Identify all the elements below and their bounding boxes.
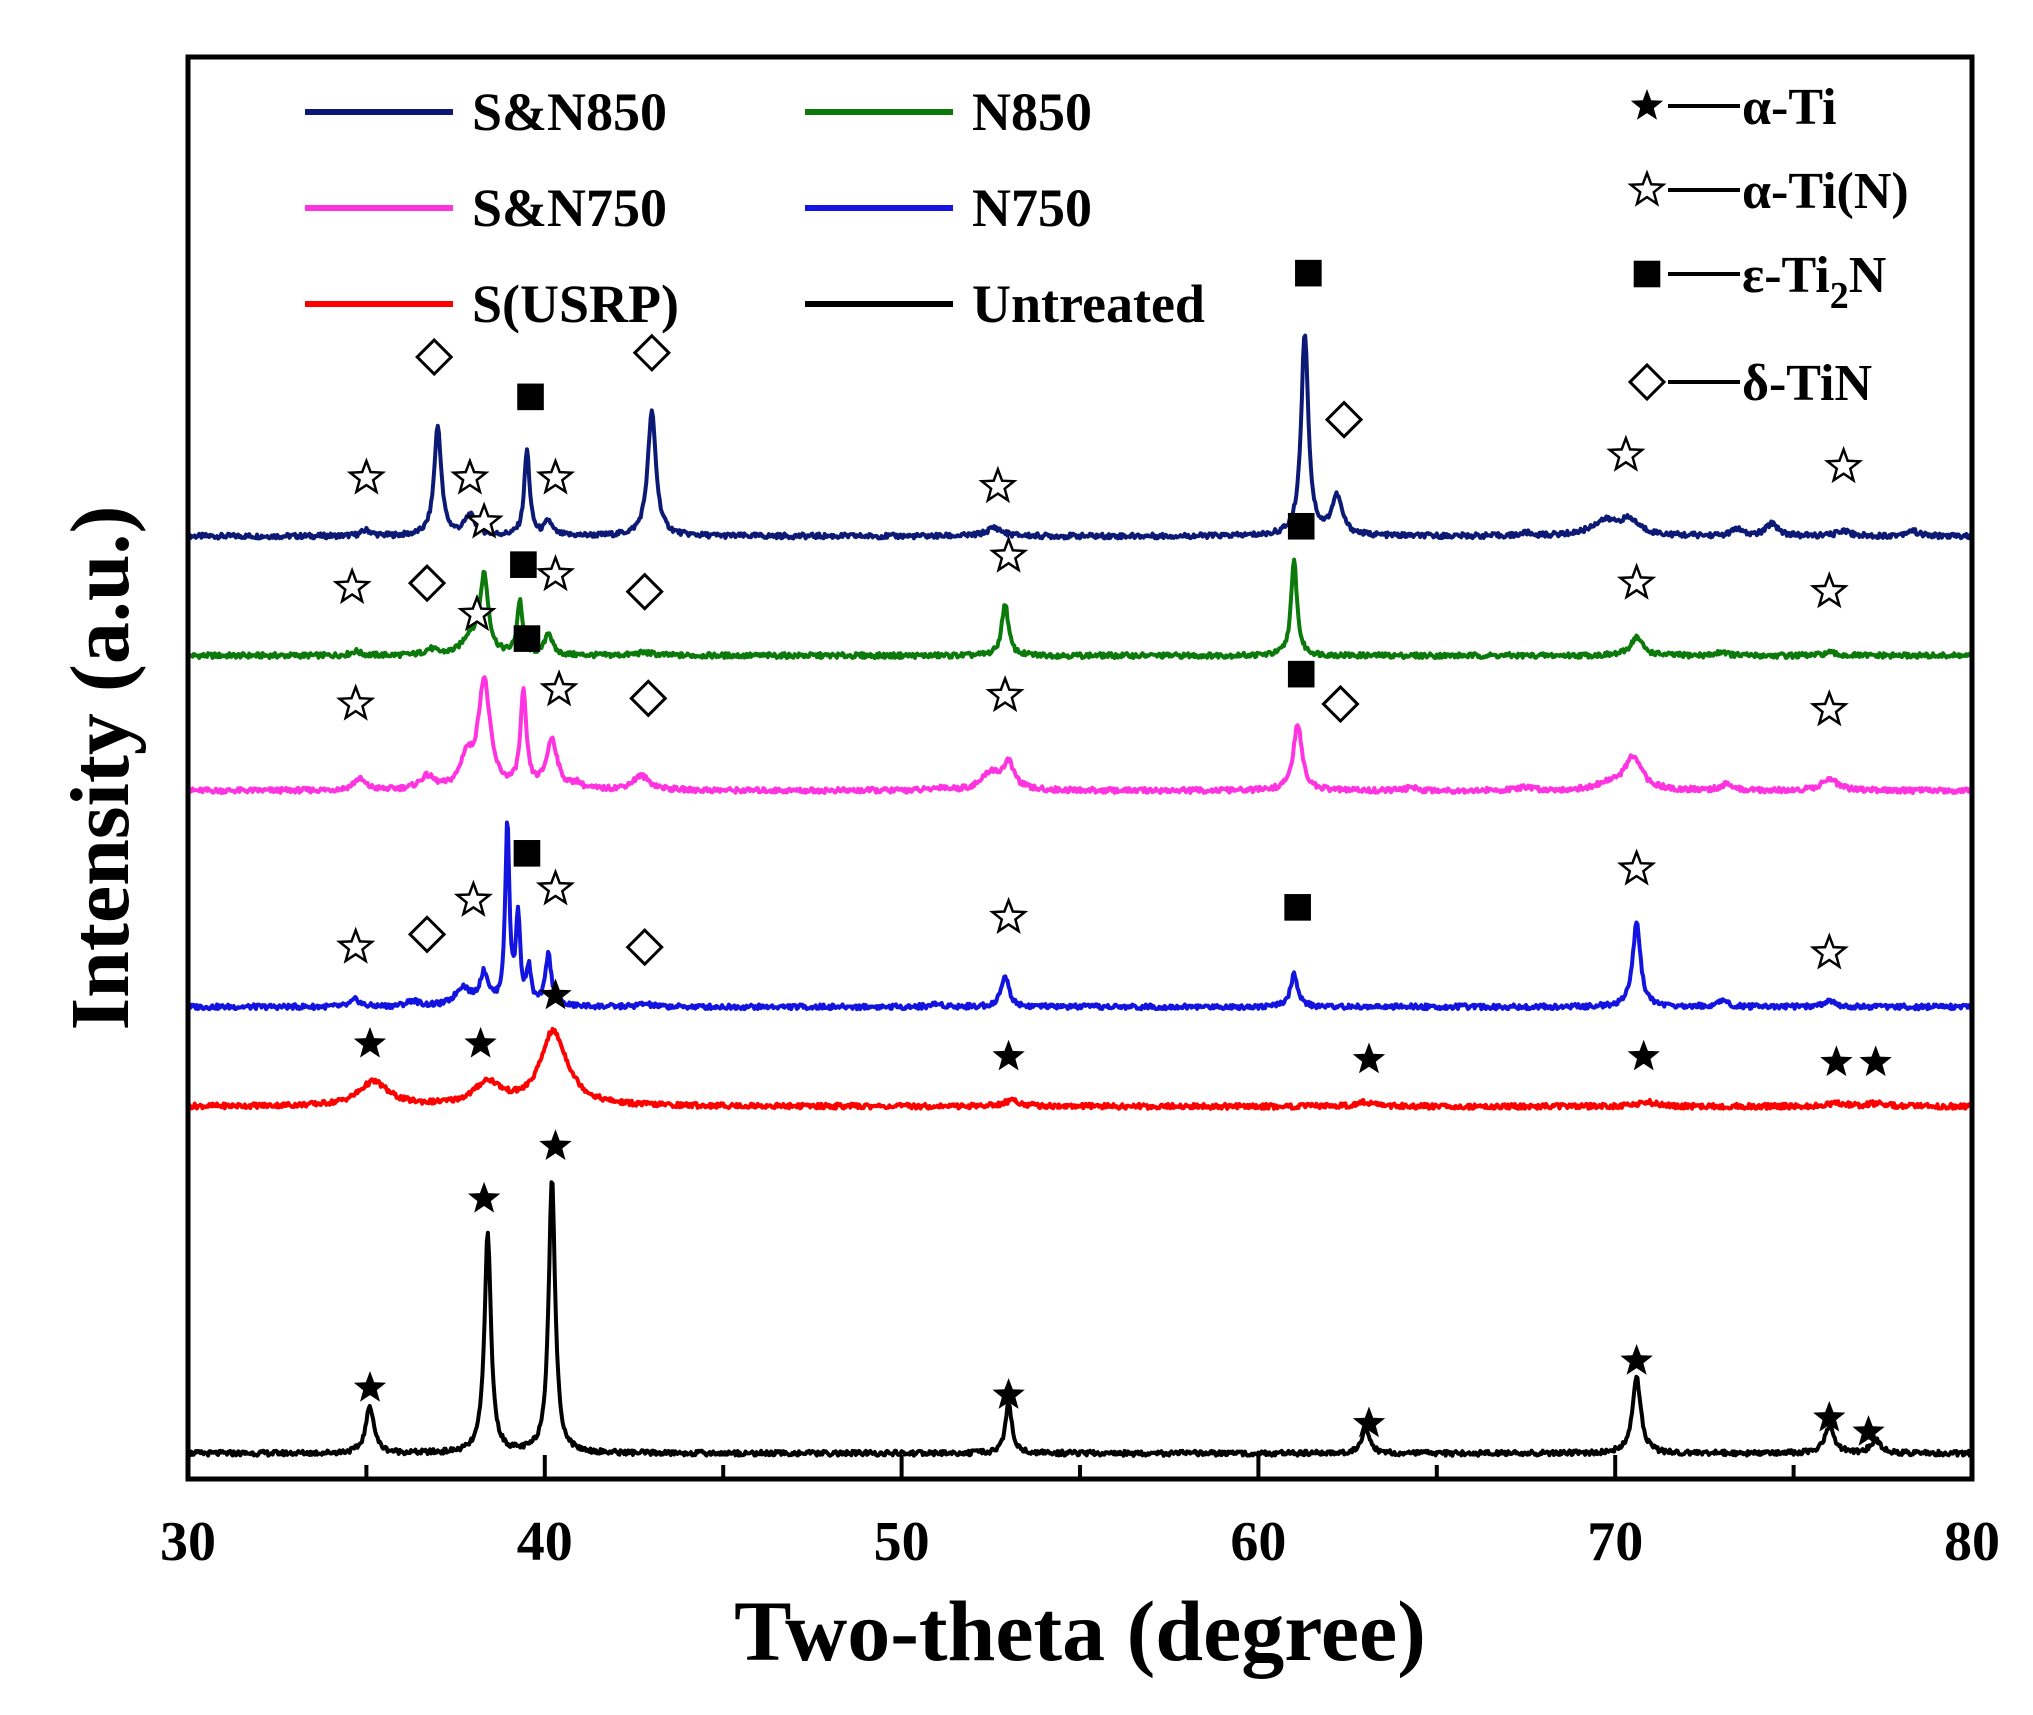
peak-marker-star-open-n850 bbox=[1809, 571, 1849, 609]
peak-marker-star-filled-untreated bbox=[992, 1378, 1025, 1409]
series-line-n750 bbox=[186, 820, 1974, 1012]
plot-area bbox=[186, 333, 1974, 1458]
peak-marker-star-open-s-n850 bbox=[450, 457, 490, 495]
x-tick-label: 40 bbox=[517, 1511, 573, 1573]
peak-marker-square-filled-s-n750 bbox=[513, 625, 541, 652]
peak-marker-star-filled-s-usrp bbox=[539, 978, 572, 1010]
peak-marker-star-open-s-n750 bbox=[1809, 689, 1849, 727]
peak-marker-diamond-open-s-n850 bbox=[632, 333, 671, 372]
series-line-untreated bbox=[187, 1180, 1974, 1458]
x-tick-label: 60 bbox=[1230, 1511, 1286, 1573]
plot-frame bbox=[185, 54, 1975, 1482]
peak-marker-star-open-s-n750 bbox=[336, 683, 376, 721]
x-axis-title: Two-theta (degree) bbox=[734, 1583, 1426, 1679]
y-axis-title: Intensity (a.u.) bbox=[54, 505, 147, 1030]
peak-marker-star-open-n850 bbox=[332, 566, 372, 605]
peak-marker-star-filled-s-usrp bbox=[1352, 1042, 1386, 1074]
peak-marker-star-open-n750 bbox=[336, 926, 376, 964]
series-line-s-usrp bbox=[186, 1026, 1974, 1111]
peak-marker-star-filled-s-usrp bbox=[1627, 1039, 1660, 1071]
series-line-s-n850 bbox=[186, 333, 1973, 541]
legend: S&N850 N850 S&N750 N750 S(USRP) Untreated bbox=[305, 82, 1205, 334]
peak-marker-star-filled-untreated bbox=[1813, 1400, 1846, 1432]
series-line-n850 bbox=[186, 557, 1974, 660]
peak-marker-diamond-open-n750 bbox=[407, 915, 447, 954]
peak-marker-diamond-open-s-n750 bbox=[629, 679, 668, 718]
phase-legend-symbol-diamond-open bbox=[1627, 362, 1667, 402]
peak-marker-diamond-open-n750 bbox=[625, 928, 664, 967]
phase-legend-symbol-star-open bbox=[1627, 169, 1667, 207]
peak-marker-square-filled-s-n850 bbox=[1295, 259, 1322, 287]
x-tick-label: 70 bbox=[1587, 1511, 1643, 1573]
peak-marker-star-filled-s-usrp bbox=[1859, 1045, 1892, 1077]
peak-marker-star-open-s-n750 bbox=[539, 669, 579, 707]
peak-marker-star-filled-untreated bbox=[353, 1371, 387, 1402]
peak-marker-star-filled-untreated bbox=[468, 1181, 501, 1213]
peak-marker-star-open-s-n850 bbox=[535, 457, 576, 495]
peak-marker-star-filled-untreated bbox=[539, 1129, 572, 1160]
peak-marker-star-open-n850 bbox=[535, 554, 576, 592]
peak-marker-square-filled-n850 bbox=[1287, 512, 1315, 540]
peak-marker-diamond-open-n850 bbox=[407, 564, 447, 603]
peak-marker-star-open-n850 bbox=[464, 501, 504, 539]
peak-markers bbox=[332, 259, 1892, 1446]
peak-marker-diamond-open-n850 bbox=[625, 572, 664, 611]
peak-marker-star-filled-untreated bbox=[1852, 1415, 1885, 1446]
phase-legend-label-ti: ε-Ti2N bbox=[1742, 247, 1886, 317]
peak-marker-star-open-s-n850 bbox=[978, 465, 1018, 504]
peak-marker-star-filled-untreated bbox=[1620, 1344, 1653, 1375]
peak-marker-star-open-n750 bbox=[453, 879, 493, 917]
peak-marker-square-filled-n750 bbox=[513, 840, 541, 867]
peak-marker-star-open-s-n850 bbox=[1606, 434, 1646, 472]
phase-legend-symbol-star-filled bbox=[1630, 89, 1664, 120]
peak-marker-square-filled-n750 bbox=[1284, 894, 1311, 921]
peak-marker-square-filled-s-n750 bbox=[1287, 660, 1315, 688]
peak-marker-star-open-s-n850 bbox=[1823, 445, 1864, 484]
phase-legend: α-Ti α-Ti(N) ε-Ti2N δ-TiN bbox=[1627, 79, 1909, 412]
peak-marker-star-open-n750 bbox=[1617, 848, 1657, 886]
peak-marker-star-filled-untreated bbox=[1352, 1406, 1386, 1438]
peak-marker-square-filled-s-n850 bbox=[517, 383, 544, 411]
peak-marker-star-open-n850 bbox=[989, 535, 1029, 573]
series-line-s-n750 bbox=[187, 675, 1974, 795]
legend-label-untreated: Untreated bbox=[972, 274, 1205, 334]
peak-marker-star-open-n750 bbox=[989, 896, 1029, 935]
phase-legend-symbol-square-filled bbox=[1633, 260, 1661, 288]
peak-marker-diamond-open-s-n850 bbox=[1324, 400, 1364, 439]
phase-legend-label-tin: δ-TiN bbox=[1742, 355, 1872, 412]
x-tick-label: 50 bbox=[874, 1511, 930, 1573]
peak-marker-star-open-s-n750 bbox=[457, 593, 497, 632]
phase-legend-label-ti: α-Ti bbox=[1742, 79, 1837, 136]
peak-marker-diamond-open-s-n850 bbox=[415, 337, 454, 377]
peak-marker-diamond-open-s-n750 bbox=[1321, 684, 1360, 724]
x-tick-label: 80 bbox=[1944, 1511, 2000, 1573]
x-tick-label: 30 bbox=[160, 1511, 216, 1573]
legend-label-s-n850: S&N850 bbox=[472, 82, 667, 142]
peak-marker-star-open-n850 bbox=[1616, 562, 1657, 600]
x-axis: 30 40 50 60 70 80 bbox=[160, 1455, 2000, 1573]
peak-marker-star-open-n750 bbox=[535, 868, 576, 906]
peak-marker-star-filled-s-usrp bbox=[464, 1026, 497, 1058]
peak-marker-star-open-n750 bbox=[1809, 932, 1849, 970]
legend-label-s-n750: S&N750 bbox=[472, 178, 667, 238]
legend-label-s-usrp: S(USRP) bbox=[472, 274, 679, 334]
phase-legend-label-ti-n: α-Ti(N) bbox=[1742, 163, 1909, 220]
peak-marker-star-filled-s-usrp bbox=[353, 1026, 387, 1058]
legend-label-n850: N850 bbox=[972, 82, 1092, 142]
peak-marker-star-filled-s-usrp bbox=[1820, 1045, 1853, 1077]
legend-label-n750: N750 bbox=[972, 178, 1092, 238]
peak-marker-square-filled-n850 bbox=[510, 551, 537, 578]
peak-marker-star-filled-s-usrp bbox=[992, 1039, 1025, 1071]
peak-marker-star-open-s-n850 bbox=[346, 457, 386, 495]
peak-marker-star-open-s-n750 bbox=[985, 674, 1025, 713]
